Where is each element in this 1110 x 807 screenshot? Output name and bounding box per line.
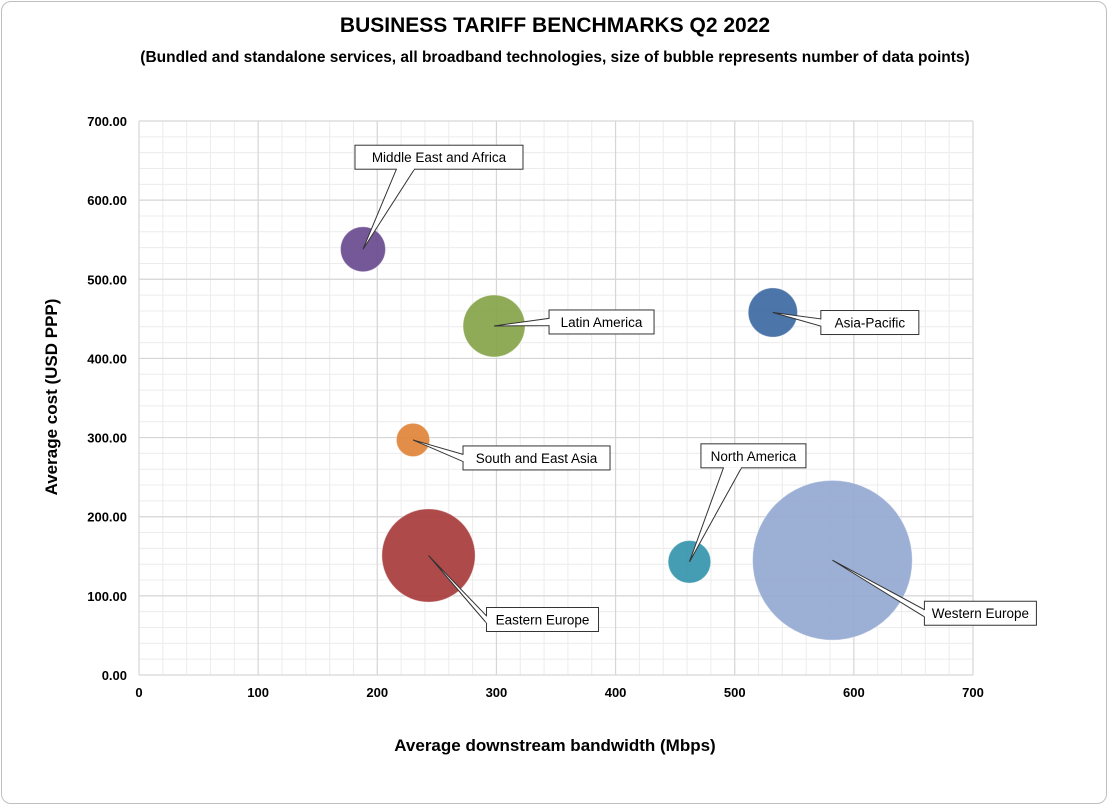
x-axis-label: Average downstream bandwidth (Mbps) xyxy=(394,736,716,755)
y-tick-label: 200.00 xyxy=(87,510,127,525)
y-tick-label: 300.00 xyxy=(87,431,127,446)
x-tick-label: 400 xyxy=(605,685,627,700)
y-tick-label: 100.00 xyxy=(87,589,127,604)
bubble-label: Eastern Europe xyxy=(496,612,590,627)
callout-box xyxy=(820,310,920,336)
x-tick-label: 600 xyxy=(843,685,865,700)
chart-title: BUSINESS TARIFF BENCHMARKS Q2 2022 xyxy=(339,14,771,37)
callout-box xyxy=(548,309,655,335)
chart-subtitle: (Bundled and standalone services, all br… xyxy=(140,49,970,66)
callout-box xyxy=(354,144,524,170)
bubble-label: Middle East and Africa xyxy=(372,150,507,165)
callout-pointer xyxy=(362,168,416,250)
x-tick-label: 200 xyxy=(366,685,388,700)
y-tick-label: 500.00 xyxy=(87,272,127,287)
bubble-label: North America xyxy=(711,449,797,464)
y-tick-label: 700.00 xyxy=(87,114,127,129)
callout-box xyxy=(700,443,807,469)
bubble-label: South and East Asia xyxy=(476,451,598,466)
bubble-label: Western Europe xyxy=(932,606,1029,621)
y-tick-label: 400.00 xyxy=(87,351,127,366)
callout-pointer xyxy=(688,467,743,563)
bubble-label: Latin America xyxy=(561,315,643,330)
x-tick-label: 500 xyxy=(724,685,746,700)
x-tick-label: 0 xyxy=(135,685,142,700)
bubble-label: Asia-Pacific xyxy=(835,316,906,331)
x-tick-label: 100 xyxy=(247,685,269,700)
y-tick-label: 0.00 xyxy=(102,668,127,683)
x-tick-label: 700 xyxy=(962,685,984,700)
x-tick-label: 300 xyxy=(486,685,508,700)
y-tick-label: 600.00 xyxy=(87,193,127,208)
